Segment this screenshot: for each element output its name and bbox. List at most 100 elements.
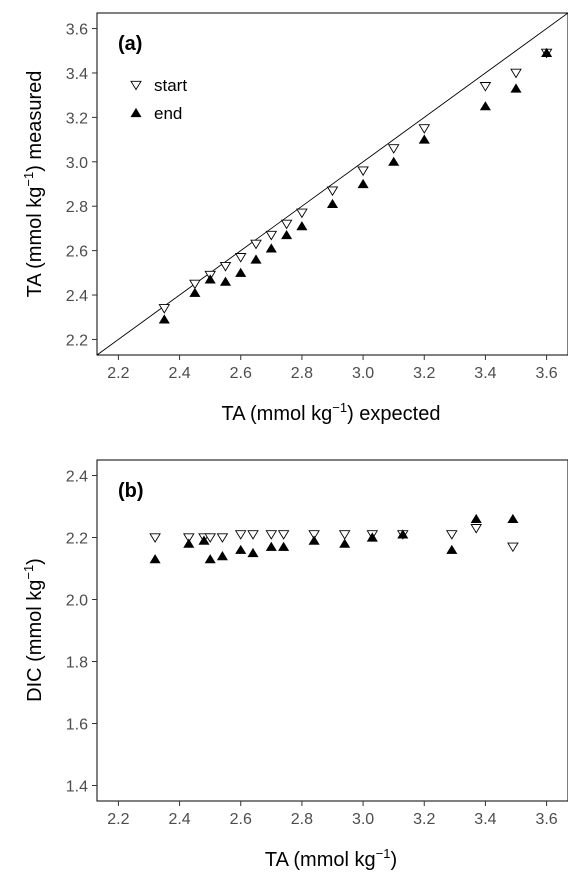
x-tick-label: 2.8 (291, 365, 313, 382)
end-point (281, 230, 293, 240)
start-point (204, 533, 217, 543)
start-point (470, 524, 483, 534)
start-point (510, 68, 522, 79)
end-point (296, 221, 308, 231)
end-point (235, 267, 247, 277)
end-point (357, 178, 369, 189)
start-point (357, 166, 369, 177)
x-tick-label: 2.6 (230, 811, 252, 828)
start-point (250, 239, 262, 250)
start-point (418, 124, 431, 134)
x-tick-label: 3.4 (474, 811, 496, 828)
x-tick-label: 2.2 (107, 811, 129, 828)
y-tick-label: 2.8 (66, 199, 88, 216)
start-point (247, 530, 259, 540)
start-point (308, 530, 320, 540)
end-point (204, 554, 216, 564)
end-point (189, 287, 201, 297)
x-tick-label: 3.0 (352, 811, 374, 828)
end-point (388, 156, 400, 166)
x-tick-label: 3.6 (535, 811, 557, 828)
end-point (250, 254, 262, 264)
y-tick-label: 1.8 (66, 655, 88, 672)
identity-line (96, 12, 568, 356)
end-point (418, 134, 430, 144)
end-point (265, 243, 277, 253)
end-point (265, 541, 277, 551)
end-point (366, 532, 378, 542)
end-point (510, 83, 522, 93)
legend-end-label: end (154, 104, 182, 123)
x-tick-label: 2.6 (230, 365, 252, 382)
end-point (204, 274, 216, 284)
panel-a-x-axis-title: TA (mmol kg−1) expected (222, 400, 441, 425)
y-tick-label: 3.4 (66, 66, 88, 83)
y-tick-label: 1.6 (66, 717, 88, 734)
start-point (158, 304, 171, 314)
legend-start-triangle-icon (130, 80, 142, 91)
legend-start-label: start (154, 76, 187, 95)
end-point (278, 541, 290, 551)
x-tick-label: 2.2 (107, 365, 129, 382)
panel-b-y-axis-title: DIC (mmol kg−1) (21, 558, 46, 702)
x-tick-label: 3.0 (352, 365, 374, 382)
legend-start-marker (130, 80, 142, 91)
start-point (189, 279, 201, 290)
panel-a: 2.2 2.4 2.6 2.8 3.0 3.2 3.4 3.6 2.2 2.4 2.6 2.8 3.0 3… (21, 12, 568, 425)
end-point (235, 544, 247, 554)
y-tick-label: 3.6 (66, 22, 88, 39)
panel-b-tag: (b) (118, 480, 144, 502)
end-point (183, 538, 195, 548)
end-point (219, 276, 232, 286)
legend-end-triangle-icon (130, 107, 142, 118)
end-point (247, 547, 259, 558)
end-point (326, 198, 339, 208)
start-point (219, 261, 232, 272)
start-point (182, 533, 195, 543)
legend-end-marker (130, 107, 142, 118)
x-tick-label: 3.2 (413, 811, 435, 828)
end-point (216, 551, 228, 561)
end-point (479, 101, 491, 111)
x-tick-label: 3.6 (535, 365, 557, 382)
panel-a-legend: start end (130, 76, 187, 123)
x-tick-label: 2.4 (168, 365, 190, 382)
end-point (308, 535, 320, 545)
panel-a-y-axis-title: TA (mmol kg−1) measured (21, 71, 46, 298)
panel-b-x-axis-title: TA (mmol kg−1) (265, 846, 397, 871)
y-tick-label: 2.6 (66, 244, 88, 261)
start-point (277, 530, 290, 540)
panel-b-frame (96, 459, 568, 802)
end-point (446, 544, 458, 554)
x-tick-label: 3.2 (413, 365, 435, 382)
x-tick-label: 2.8 (291, 811, 313, 828)
panel-b-ticks: 2.2 2.4 2.6 2.8 3.0 3.2 3.4 3.6 1.4 1.6 1.8 2.0 2.2 2… (66, 469, 558, 829)
start-point (296, 208, 308, 219)
panel-a-tag: (a) (118, 33, 142, 55)
start-point (280, 219, 293, 230)
end-point (470, 513, 482, 524)
start-point (507, 542, 519, 553)
end-point (397, 529, 409, 539)
start-point (326, 186, 339, 197)
start-point (234, 530, 247, 540)
end-point (541, 47, 553, 58)
y-tick-label: 2.2 (66, 332, 88, 349)
panel-a-frame (96, 12, 568, 356)
start-point (216, 533, 229, 543)
start-point (149, 533, 161, 543)
y-tick-label: 3.0 (66, 155, 88, 172)
start-point (387, 144, 400, 154)
y-tick-label: 2.0 (66, 593, 88, 610)
x-tick-label: 3.4 (474, 365, 496, 382)
y-tick-label: 1.4 (66, 779, 88, 796)
y-tick-label: 2.2 (66, 531, 88, 548)
end-point (149, 554, 161, 564)
end-point (158, 314, 170, 324)
panel-b: 2.2 2.4 2.6 2.8 3.0 3.2 3.4 3.6 1.4 1.6 1.8 2.0 2.2 2… (21, 459, 568, 871)
start-point (265, 230, 278, 241)
start-point (234, 253, 247, 263)
y-tick-label: 2.4 (66, 469, 88, 486)
panel-a-ticks: 2.2 2.4 2.6 2.8 3.0 3.2 3.4 3.6 2.2 2.4 2.6 2.8 3.0 3… (66, 22, 558, 382)
end-point (339, 538, 351, 548)
